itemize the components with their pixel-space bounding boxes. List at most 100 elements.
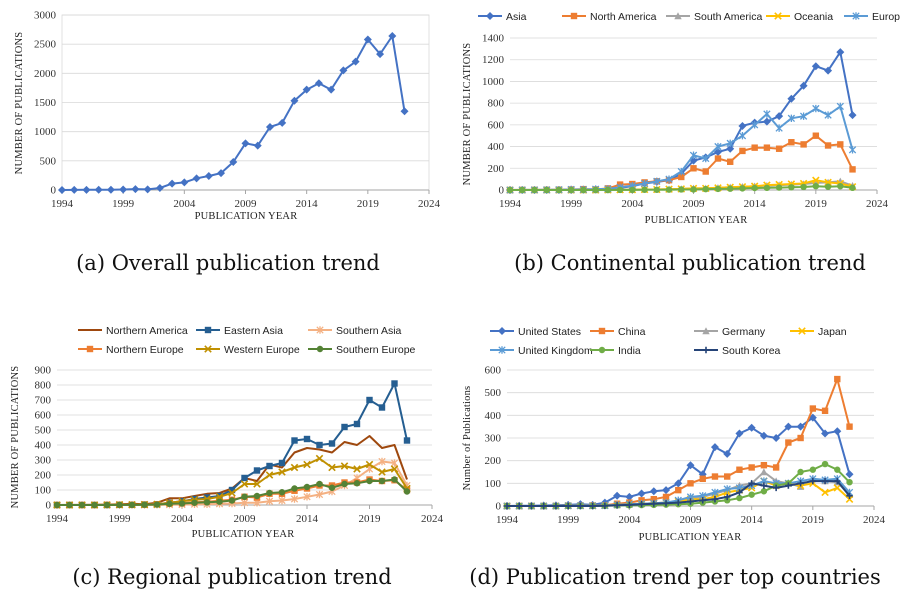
data-point: [604, 186, 612, 194]
y-tick-label: 200: [485, 455, 502, 467]
data-point: [702, 168, 709, 175]
legend-label: Western Europe: [224, 344, 300, 356]
data-point: [265, 123, 274, 131]
x-tick-label: 1994: [496, 514, 519, 526]
x-tick-label: 2004: [171, 513, 194, 525]
x-tick-label: 2014: [296, 198, 319, 210]
data-point: [626, 501, 633, 509]
data-point: [678, 173, 685, 181]
data-point: [180, 178, 189, 187]
data-point: [748, 464, 755, 471]
data-point: [723, 485, 731, 493]
data-point: [724, 497, 731, 504]
data-point: [653, 177, 661, 186]
data-point: [787, 114, 796, 123]
y-axis-label: NUMBER OF PUBLICATIONS: [10, 366, 21, 509]
data-point: [662, 500, 670, 507]
y-tick-label: 1000: [34, 126, 57, 138]
y-tick-label: 900: [35, 365, 52, 377]
data-point: [403, 488, 411, 495]
y-tick-label: 0: [46, 500, 52, 512]
data-point: [70, 185, 79, 194]
x-tick-label: 2009: [234, 513, 257, 525]
data-point: [747, 423, 756, 432]
data-point: [724, 493, 731, 501]
data-point: [216, 498, 223, 505]
data-point: [400, 107, 409, 116]
y-tick-label: 0: [499, 185, 505, 197]
data-point: [66, 501, 73, 509]
x-tick-label: 2004: [621, 198, 644, 210]
data-point: [665, 186, 673, 193]
data-point: [748, 480, 755, 487]
legend-label: Germany: [722, 326, 766, 338]
y-tick-label: 400: [35, 440, 52, 452]
data-point: [78, 501, 86, 509]
y-tick-label: 300: [485, 433, 502, 445]
legend-label: Europe: [872, 11, 900, 23]
y-tick-label: 400: [485, 410, 502, 422]
data-point: [711, 496, 719, 503]
data-point: [687, 480, 694, 487]
y-tick-label: 600: [485, 365, 502, 377]
data-point: [366, 396, 373, 404]
data-point: [711, 473, 719, 480]
y-axis-label: NUMBER OF PUBLICATIONS: [462, 43, 473, 186]
data-point: [797, 468, 804, 476]
legend-label: United Kingdom: [518, 345, 593, 357]
data-point: [616, 186, 624, 194]
data-point: [315, 490, 324, 499]
data-point: [240, 499, 249, 507]
y-axis-label: Number of Publications: [462, 386, 473, 491]
data-point: [702, 185, 709, 193]
data-point: [812, 104, 820, 113]
data-point: [821, 429, 830, 438]
data-point: [787, 94, 796, 103]
data-point: [727, 185, 734, 192]
data-point: [191, 499, 198, 506]
data-point: [812, 132, 820, 139]
y-tick-label: 3000: [34, 10, 57, 22]
data-point: [821, 488, 829, 497]
data-point: [303, 493, 311, 501]
data-point: [314, 79, 323, 88]
legend-label: Eastern Asia: [224, 325, 283, 337]
y-axis-label: NUMBER OF PUBLICATIONS: [14, 32, 25, 175]
data-point: [849, 166, 856, 173]
data-point: [128, 501, 136, 509]
data-point: [365, 460, 374, 469]
y-tick-label: 2500: [34, 39, 57, 51]
series-southern-europe: [53, 476, 411, 509]
data-point: [674, 479, 683, 488]
legend-marker: [702, 327, 710, 335]
x-tick-label: 2019: [357, 198, 380, 210]
series-africa: [506, 183, 856, 194]
data-point: [531, 186, 538, 194]
data-point: [848, 146, 857, 154]
data-point: [849, 184, 856, 192]
data-point: [82, 185, 91, 194]
legend: Asia North America South America Oceania Eur…: [478, 11, 900, 23]
data-point: [353, 465, 361, 473]
data-point: [848, 111, 857, 120]
data-point: [253, 141, 262, 150]
data-point: [788, 139, 795, 146]
y-tick-label: 200: [35, 470, 52, 482]
data-point: [241, 493, 248, 500]
data-point: [290, 96, 299, 105]
data-point: [278, 489, 286, 496]
data-point: [351, 57, 360, 66]
data-point: [552, 502, 560, 510]
data-point: [403, 437, 411, 444]
data-point: [131, 185, 140, 194]
data-point: [516, 502, 523, 510]
data-point: [253, 480, 261, 488]
legend-marker: [204, 326, 212, 334]
data-point: [763, 110, 771, 118]
data-point: [555, 186, 563, 194]
data-point: [253, 467, 261, 474]
data-point: [762, 117, 771, 126]
chart-c: 0 100 200 300 400 500 600 700 800 900 1994 1999 2004…: [10, 325, 444, 589]
chart-a: 0 500 1000 1500 2000 2500 3000 1994 1999 2004 2009…: [14, 10, 441, 276]
